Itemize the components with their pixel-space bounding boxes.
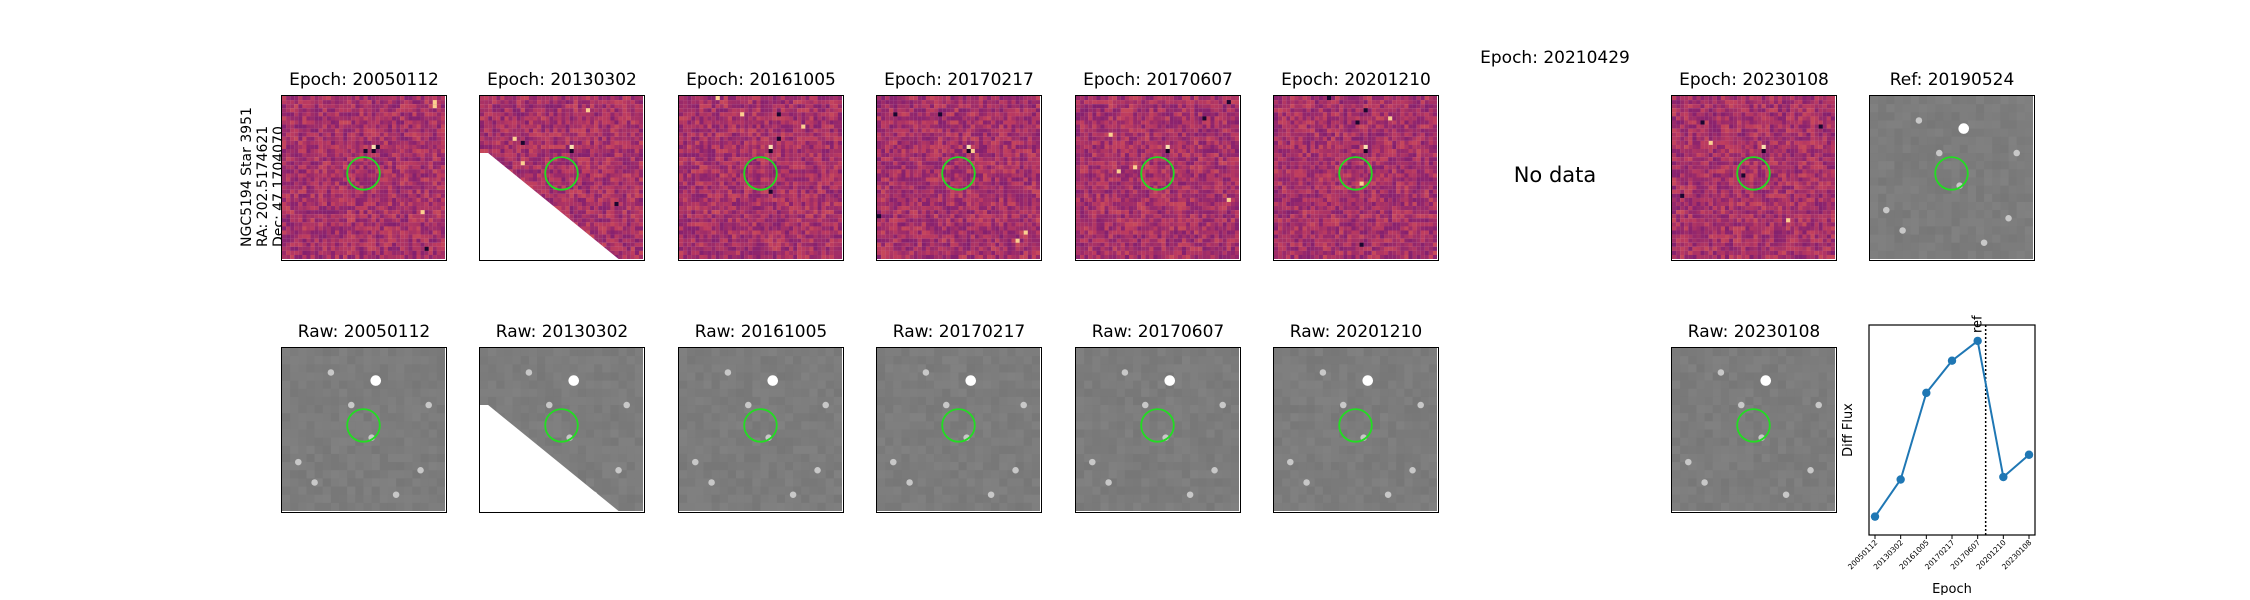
raw-panel-20201210 (1273, 347, 1439, 513)
raw-panel-20130302 (479, 347, 645, 513)
diff-title-20050112: Epoch: 20050112 (289, 70, 439, 90)
data-point-20130302 (1896, 475, 1905, 484)
light-curve-chart: ref 20050112 20130302 20161005 20170217 20170… (1830, 315, 2080, 599)
raw-title-20170217: Raw: 20170217 (892, 322, 1026, 342)
ref-panel (1869, 95, 2035, 261)
star-info-label: NGC5194 Star 3951 RA: 202.5174621 Dec: 47.… (225, 92, 287, 262)
raw-panel-20230108 (1671, 347, 1837, 513)
raw-title-20050112: Raw: 20050112 (297, 322, 431, 342)
data-point-20050112 (1870, 512, 1880, 521)
raw-title-20170607: Raw: 20170607 (1091, 322, 1225, 342)
data-point-20201210 (1999, 472, 2008, 482)
raw-panel-20170217 (876, 347, 1042, 513)
data-point-20230108 (2024, 450, 2034, 459)
diff-panel-20161005 (678, 95, 844, 261)
raw-title-20130302: Raw: 20130302 (495, 322, 629, 342)
ref-line-label: ref (1971, 315, 1986, 333)
series-line (1874, 339, 2030, 518)
data-point-20170217 (1947, 356, 1957, 365)
diff-panel-20130302 (479, 95, 645, 261)
diff-panel-20050112 (281, 95, 447, 261)
raw-title-20201210: Raw: 20201210 (1289, 322, 1423, 342)
diff-panel-20201210 (1273, 95, 1439, 261)
ref-title: Ref: 20190524 (1889, 70, 2015, 90)
no-data-text: No data (1513, 163, 1597, 187)
diff-title-20210429: Epoch: 20210429 (1480, 48, 1630, 68)
diff-title-20170217: Epoch: 20170217 (884, 70, 1034, 90)
diff-panel-20170217 (876, 95, 1042, 261)
raw-title-20161005: Raw: 20161005 (694, 322, 828, 342)
star-name: NGC5194 Star 3951 (239, 107, 255, 247)
y-axis-label: Diff Flux (1841, 403, 1856, 457)
raw-panel-20050112 (281, 347, 447, 513)
diff-title-20170607: Epoch: 20170607 (1083, 70, 1233, 90)
data-point-20161005 (1922, 388, 1931, 398)
diff-panel-20170607 (1075, 95, 1241, 261)
raw-panel-20170607 (1075, 347, 1241, 513)
diff-title-20230108: Epoch: 20230108 (1679, 70, 1829, 90)
star-ra: RA: 202.5174621 (255, 125, 271, 247)
data-point-20170607 (1973, 336, 1982, 346)
raw-panel-20161005 (678, 347, 844, 513)
raw-title-20230108: Raw: 20230108 (1687, 322, 1821, 342)
diff-title-20161005: Epoch: 20161005 (686, 70, 836, 90)
chart-frame (1868, 324, 2036, 536)
diff-title-20201210: Epoch: 20201210 (1281, 70, 1431, 90)
diff-title-20130302: Epoch: 20130302 (487, 70, 637, 90)
diff-panel-20230108 (1671, 95, 1837, 261)
x-axis-label: Epoch (1932, 582, 1972, 595)
